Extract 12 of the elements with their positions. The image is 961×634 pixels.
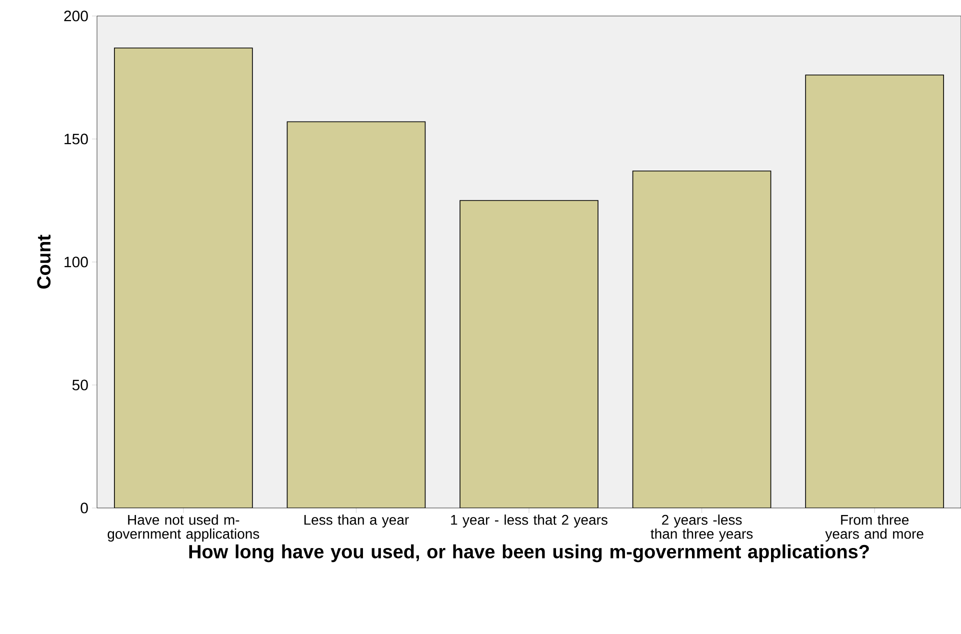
x-tick-label: Less than a year <box>304 514 409 528</box>
y-tick-label: 200 <box>64 10 88 22</box>
x-tick-label: Have not used m-government applications <box>108 514 260 542</box>
x-tick-label: From three years and more <box>825 514 924 542</box>
x-axis-title: How long have you used, or have been using m-government applications? <box>189 544 869 562</box>
x-tick-label: 2 years -less than three years <box>650 514 753 542</box>
y-axis-title: Count <box>37 234 51 289</box>
y-tick-label: 100 <box>64 256 88 268</box>
y-tick-label: 0 <box>80 502 88 514</box>
y-tick-label: 150 <box>64 134 88 144</box>
y-tick-label: 50 <box>72 380 88 390</box>
x-tick-label: 1 year - less that 2 years <box>451 514 608 528</box>
